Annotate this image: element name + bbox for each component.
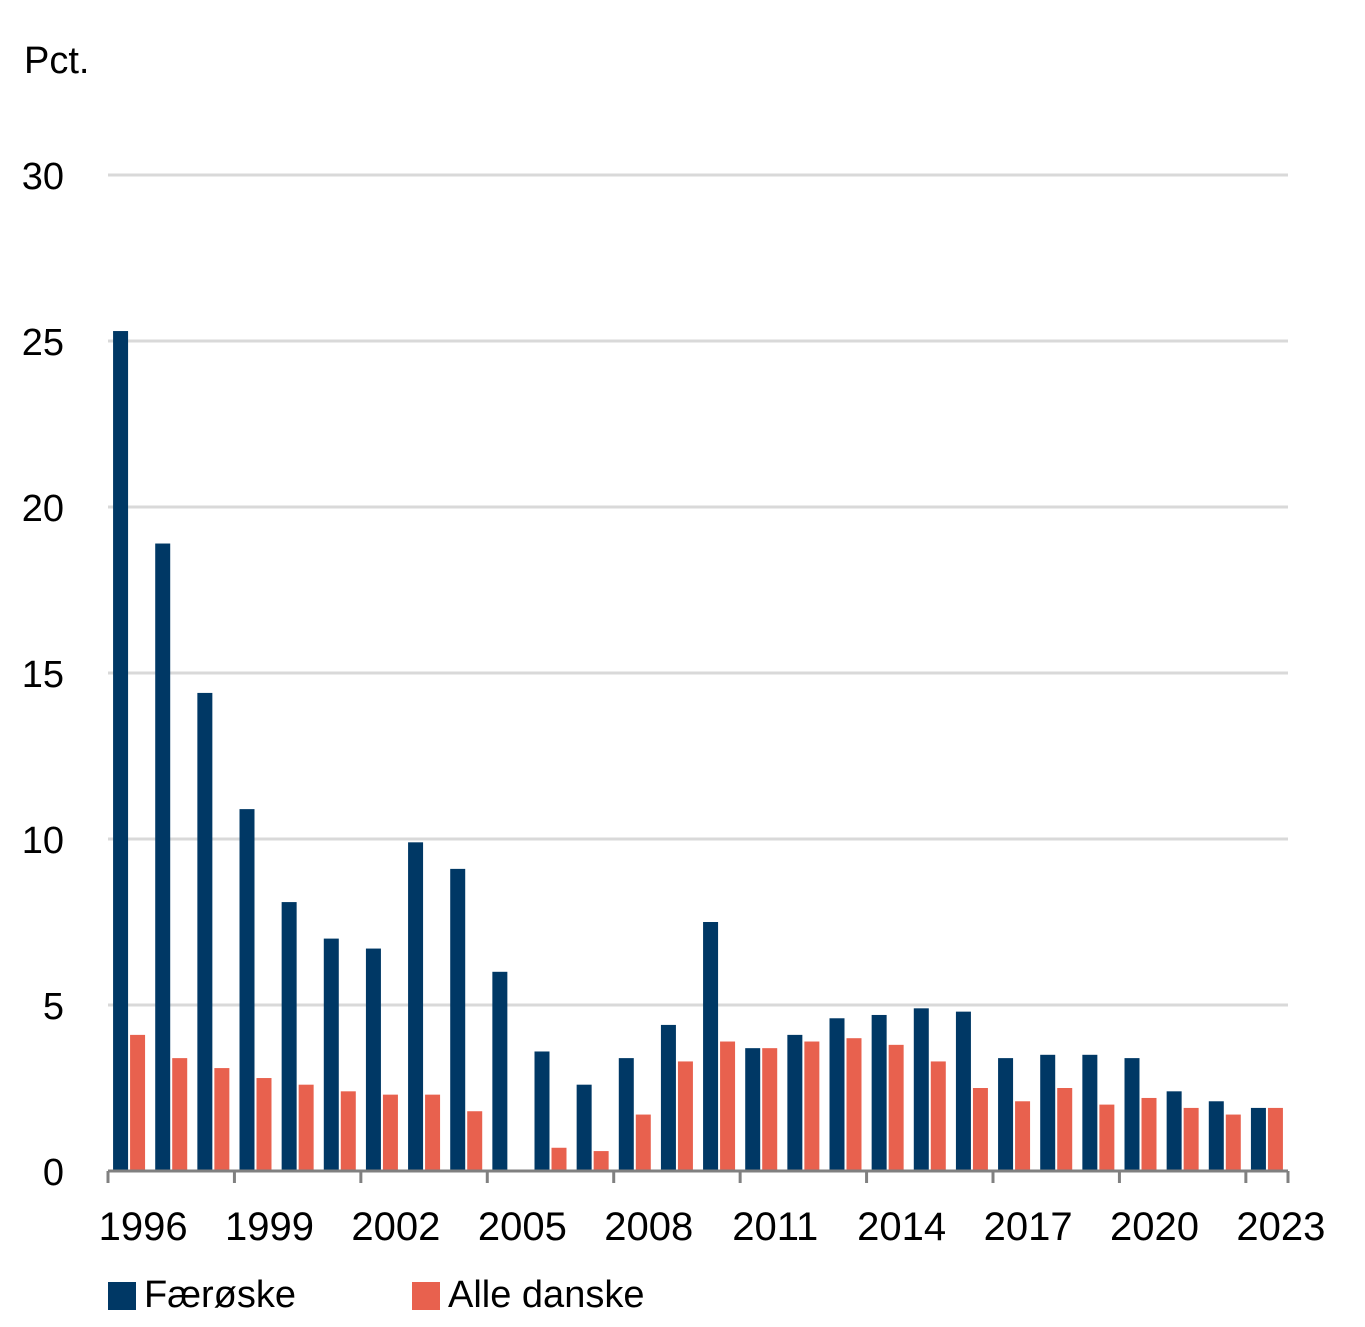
- x-tick-label: 2005: [478, 1205, 567, 1249]
- bar-faeroske: [113, 331, 129, 1171]
- bar-alle-danske: [1141, 1097, 1157, 1171]
- bar-faeroske: [1166, 1091, 1182, 1171]
- bar-alle-danske: [130, 1034, 146, 1171]
- x-tick-label: 2011: [732, 1205, 818, 1249]
- bar-alle-danske: [1225, 1114, 1241, 1171]
- bar-alle-danske: [677, 1061, 693, 1171]
- bar-alle-danske: [172, 1058, 188, 1171]
- bar-faeroske: [450, 868, 466, 1171]
- legend-swatch-faeroske: [108, 1281, 136, 1310]
- x-tick-label: 2014: [857, 1205, 946, 1249]
- bar-faeroske: [239, 809, 255, 1171]
- bar-alle-danske: [593, 1151, 609, 1171]
- bar-alle-danske: [382, 1094, 398, 1171]
- bar-alle-danske: [1183, 1107, 1199, 1171]
- bars: [113, 331, 1283, 1171]
- bar-alle-danske: [972, 1088, 988, 1171]
- x-axis: 1996 1999 2002 2005 2008 2011 2014 2017 2020 2023: [99, 1169, 1325, 1249]
- gridlines: [108, 173, 1288, 1007]
- legend-item-faeroske: Færøske: [108, 1274, 296, 1317]
- bar-alle-danske: [551, 1147, 567, 1171]
- bar-faeroske: [155, 543, 171, 1171]
- bar-faeroske: [1040, 1054, 1056, 1171]
- x-tick-label: 2020: [1110, 1205, 1199, 1249]
- bar-alle-danske: [298, 1084, 314, 1171]
- bar-faeroske: [1124, 1058, 1140, 1171]
- bar-alle-danske: [888, 1044, 904, 1171]
- bar-faeroske: [787, 1034, 803, 1171]
- bar-faeroske: [197, 692, 213, 1171]
- bar-faeroske: [365, 948, 381, 1171]
- bar-faeroske: [745, 1048, 761, 1171]
- bar-alle-danske: [762, 1048, 778, 1171]
- y-tick-label: 5: [43, 986, 64, 1028]
- bar-alle-danske: [214, 1068, 230, 1171]
- y-tick-label: 25: [22, 322, 64, 364]
- bar-faeroske: [618, 1058, 634, 1171]
- bar-faeroske: [492, 971, 508, 1171]
- bar-alle-danske: [1099, 1104, 1115, 1171]
- x-tick-label: 1996: [99, 1205, 188, 1249]
- bar-faeroske: [871, 1014, 887, 1171]
- legend-swatch-alle-danske: [412, 1281, 440, 1310]
- bar-faeroske: [534, 1051, 550, 1171]
- bar-alle-danske: [804, 1041, 820, 1171]
- x-tick-label: 2023: [1236, 1205, 1325, 1249]
- x-tick-label: 1999: [225, 1205, 314, 1249]
- bar-faeroske: [703, 922, 719, 1171]
- bar-alle-danske: [720, 1041, 736, 1171]
- bar-alle-danske: [930, 1061, 946, 1171]
- y-tick-label: 15: [22, 654, 64, 696]
- bar-faeroske: [660, 1024, 676, 1171]
- y-tick-label: 0: [43, 1152, 64, 1194]
- bar-faeroske: [1208, 1101, 1224, 1171]
- bar-alle-danske: [1057, 1088, 1073, 1171]
- y-tick-label: 10: [22, 820, 64, 862]
- y-axis-unit-label: Pct.: [24, 40, 90, 82]
- x-tick-label: 2002: [351, 1205, 440, 1249]
- bar-faeroske: [955, 1011, 971, 1171]
- bar-alle-danske: [425, 1094, 441, 1171]
- bar-faeroske: [576, 1084, 592, 1171]
- bar-alle-danske: [467, 1111, 483, 1171]
- bar-faeroske: [1250, 1107, 1266, 1171]
- bar-faeroske: [281, 902, 297, 1171]
- x-tick-label: 2017: [984, 1205, 1073, 1249]
- bar-faeroske: [913, 1008, 929, 1171]
- legend-label-alle-danske: Alle danske: [448, 1274, 645, 1316]
- bar-faeroske: [408, 842, 424, 1171]
- y-tick-label: 20: [22, 488, 64, 530]
- y-axis-tick-labels: 0 5 10 15 20 25 30: [22, 156, 64, 1194]
- bar-alle-danske: [256, 1078, 272, 1171]
- bar-alle-danske: [1015, 1101, 1031, 1171]
- bar-alle-danske: [846, 1038, 862, 1171]
- bar-faeroske: [323, 938, 339, 1171]
- bar-alle-danske: [635, 1114, 651, 1171]
- legend-label-faeroske: Færøske: [144, 1274, 296, 1316]
- x-tick-label: 2008: [604, 1205, 693, 1249]
- bar-faeroske: [829, 1018, 845, 1171]
- y-tick-label: 30: [22, 156, 64, 198]
- bar-alle-danske: [1267, 1107, 1283, 1171]
- bar-alle-danske: [340, 1091, 356, 1171]
- legend-item-alle-danske: Alle danske: [412, 1274, 644, 1317]
- bar-faeroske: [998, 1058, 1014, 1171]
- bar-faeroske: [1082, 1054, 1098, 1171]
